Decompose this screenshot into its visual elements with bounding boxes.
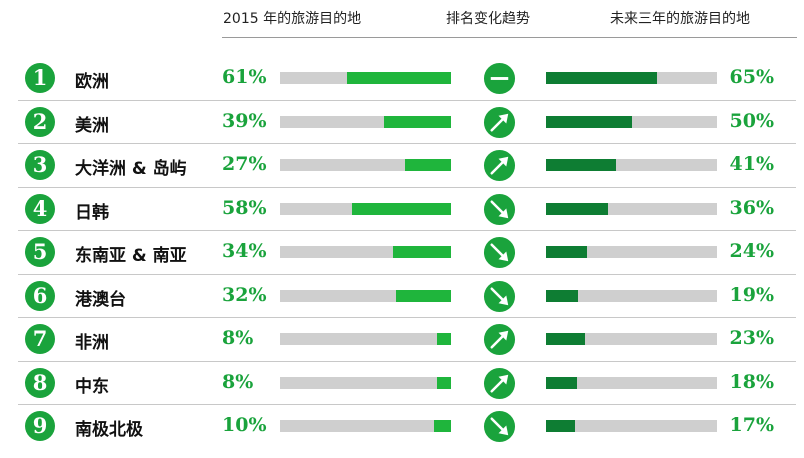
bar-future-track xyxy=(546,333,717,345)
bar-future xyxy=(546,420,576,432)
row-separator xyxy=(18,404,796,406)
row-separator xyxy=(18,273,796,275)
pct-2015-label: 27% xyxy=(222,153,267,175)
bar-future xyxy=(546,202,608,215)
header-divider xyxy=(222,37,797,38)
rank-badge: 7 xyxy=(25,324,55,354)
bar-future xyxy=(546,159,617,171)
region-name: 南极北极 xyxy=(75,420,143,440)
rank-badge: 9 xyxy=(25,411,55,441)
bar-future-track xyxy=(546,246,717,258)
pct-future-label: 23% xyxy=(729,327,775,349)
row-separator xyxy=(18,317,796,319)
rank-badge: 5 xyxy=(25,237,55,267)
arrow-up-icon xyxy=(483,323,516,356)
arrow-up-icon xyxy=(483,149,516,182)
bar-future-track xyxy=(546,289,717,302)
pct-2015-label: 10% xyxy=(222,414,267,436)
rank-badge: 2 xyxy=(25,106,55,137)
arrow-up-icon xyxy=(483,106,516,139)
pct-future-label: 18% xyxy=(729,370,775,393)
row-separator xyxy=(18,99,796,101)
pct-future-label: 24% xyxy=(729,240,775,262)
region-name: 港澳台 xyxy=(75,289,126,310)
bar-future xyxy=(546,72,658,84)
bar-2015 xyxy=(437,333,451,345)
rank-badge: 4 xyxy=(25,193,55,224)
region-name: 东南亚 & 南亚 xyxy=(75,246,187,266)
region-name: 美洲 xyxy=(75,115,109,136)
bar-2015-track xyxy=(280,333,451,345)
bar-2015-track xyxy=(280,246,451,258)
pct-future-label: 36% xyxy=(729,196,775,219)
bar-future xyxy=(546,333,586,345)
bar-future xyxy=(546,376,577,389)
pct-2015-label: 39% xyxy=(222,109,267,132)
row-separator xyxy=(18,186,796,188)
row-separator xyxy=(18,360,796,362)
header-rank-trend: 排名变化趋势 xyxy=(446,11,530,27)
pct-future-label: 19% xyxy=(729,283,775,306)
bar-future-track xyxy=(546,115,717,128)
rank-badge: 3 xyxy=(25,150,55,180)
arrow-down-icon xyxy=(483,236,516,269)
header-2015-destinations: 2015 年的旅游目的地 xyxy=(223,11,362,27)
header-future-destinations: 未来三年的旅游目的地 xyxy=(610,11,750,27)
bar-2015 xyxy=(433,420,451,432)
bar-2015-track xyxy=(280,376,451,389)
bar-future-track xyxy=(546,376,717,389)
pct-2015-label: 32% xyxy=(222,283,267,306)
arrow-down-icon xyxy=(483,410,516,443)
pct-2015-label: 8% xyxy=(222,327,254,349)
pct-2015-label: 58% xyxy=(222,196,267,219)
row-separator xyxy=(18,230,796,232)
rank-badge: 1 xyxy=(25,63,55,93)
pct-future-label: 65% xyxy=(729,66,775,88)
bar-2015-track xyxy=(280,202,451,215)
pct-future-label: 17% xyxy=(729,414,775,436)
bar-2015-track xyxy=(280,420,451,432)
bar-2015-track xyxy=(280,72,451,84)
bar-2015 xyxy=(346,72,451,84)
region-name: 日韩 xyxy=(75,202,109,223)
bar-future xyxy=(546,246,588,258)
bar-future-track xyxy=(546,420,717,432)
bar-future-track xyxy=(546,72,717,84)
pct-2015-label: 8% xyxy=(222,370,254,393)
bar-future xyxy=(546,115,632,128)
bar-future xyxy=(546,289,579,302)
region-name: 欧洲 xyxy=(75,72,109,92)
bar-2015 xyxy=(392,246,451,258)
region-name: 非洲 xyxy=(75,333,109,353)
bar-future-track xyxy=(546,202,717,215)
row-separator xyxy=(18,143,796,145)
region-name: 中东 xyxy=(75,376,109,397)
bar-2015 xyxy=(384,115,451,128)
pct-2015-label: 34% xyxy=(222,240,267,262)
bar-2015-track xyxy=(280,115,451,128)
bar-future-track xyxy=(546,159,717,171)
arrow-down-icon xyxy=(483,193,516,226)
rank-badge: 8 xyxy=(25,367,55,398)
arrow-down-icon xyxy=(483,280,516,313)
bar-2015 xyxy=(404,159,451,171)
bar-2015 xyxy=(351,202,451,215)
arrow-up-icon xyxy=(483,367,516,400)
bar-2015 xyxy=(437,376,451,389)
bar-2015-track xyxy=(280,289,451,302)
rank-badge: 6 xyxy=(25,280,55,311)
flat-icon xyxy=(483,62,516,95)
pct-2015-label: 61% xyxy=(222,66,267,88)
pct-future-label: 41% xyxy=(729,153,775,175)
region-name: 大洋洲 & 岛屿 xyxy=(75,159,187,179)
bar-2015 xyxy=(396,289,451,302)
bar-2015-track xyxy=(280,159,451,171)
pct-future-label: 50% xyxy=(729,109,775,132)
